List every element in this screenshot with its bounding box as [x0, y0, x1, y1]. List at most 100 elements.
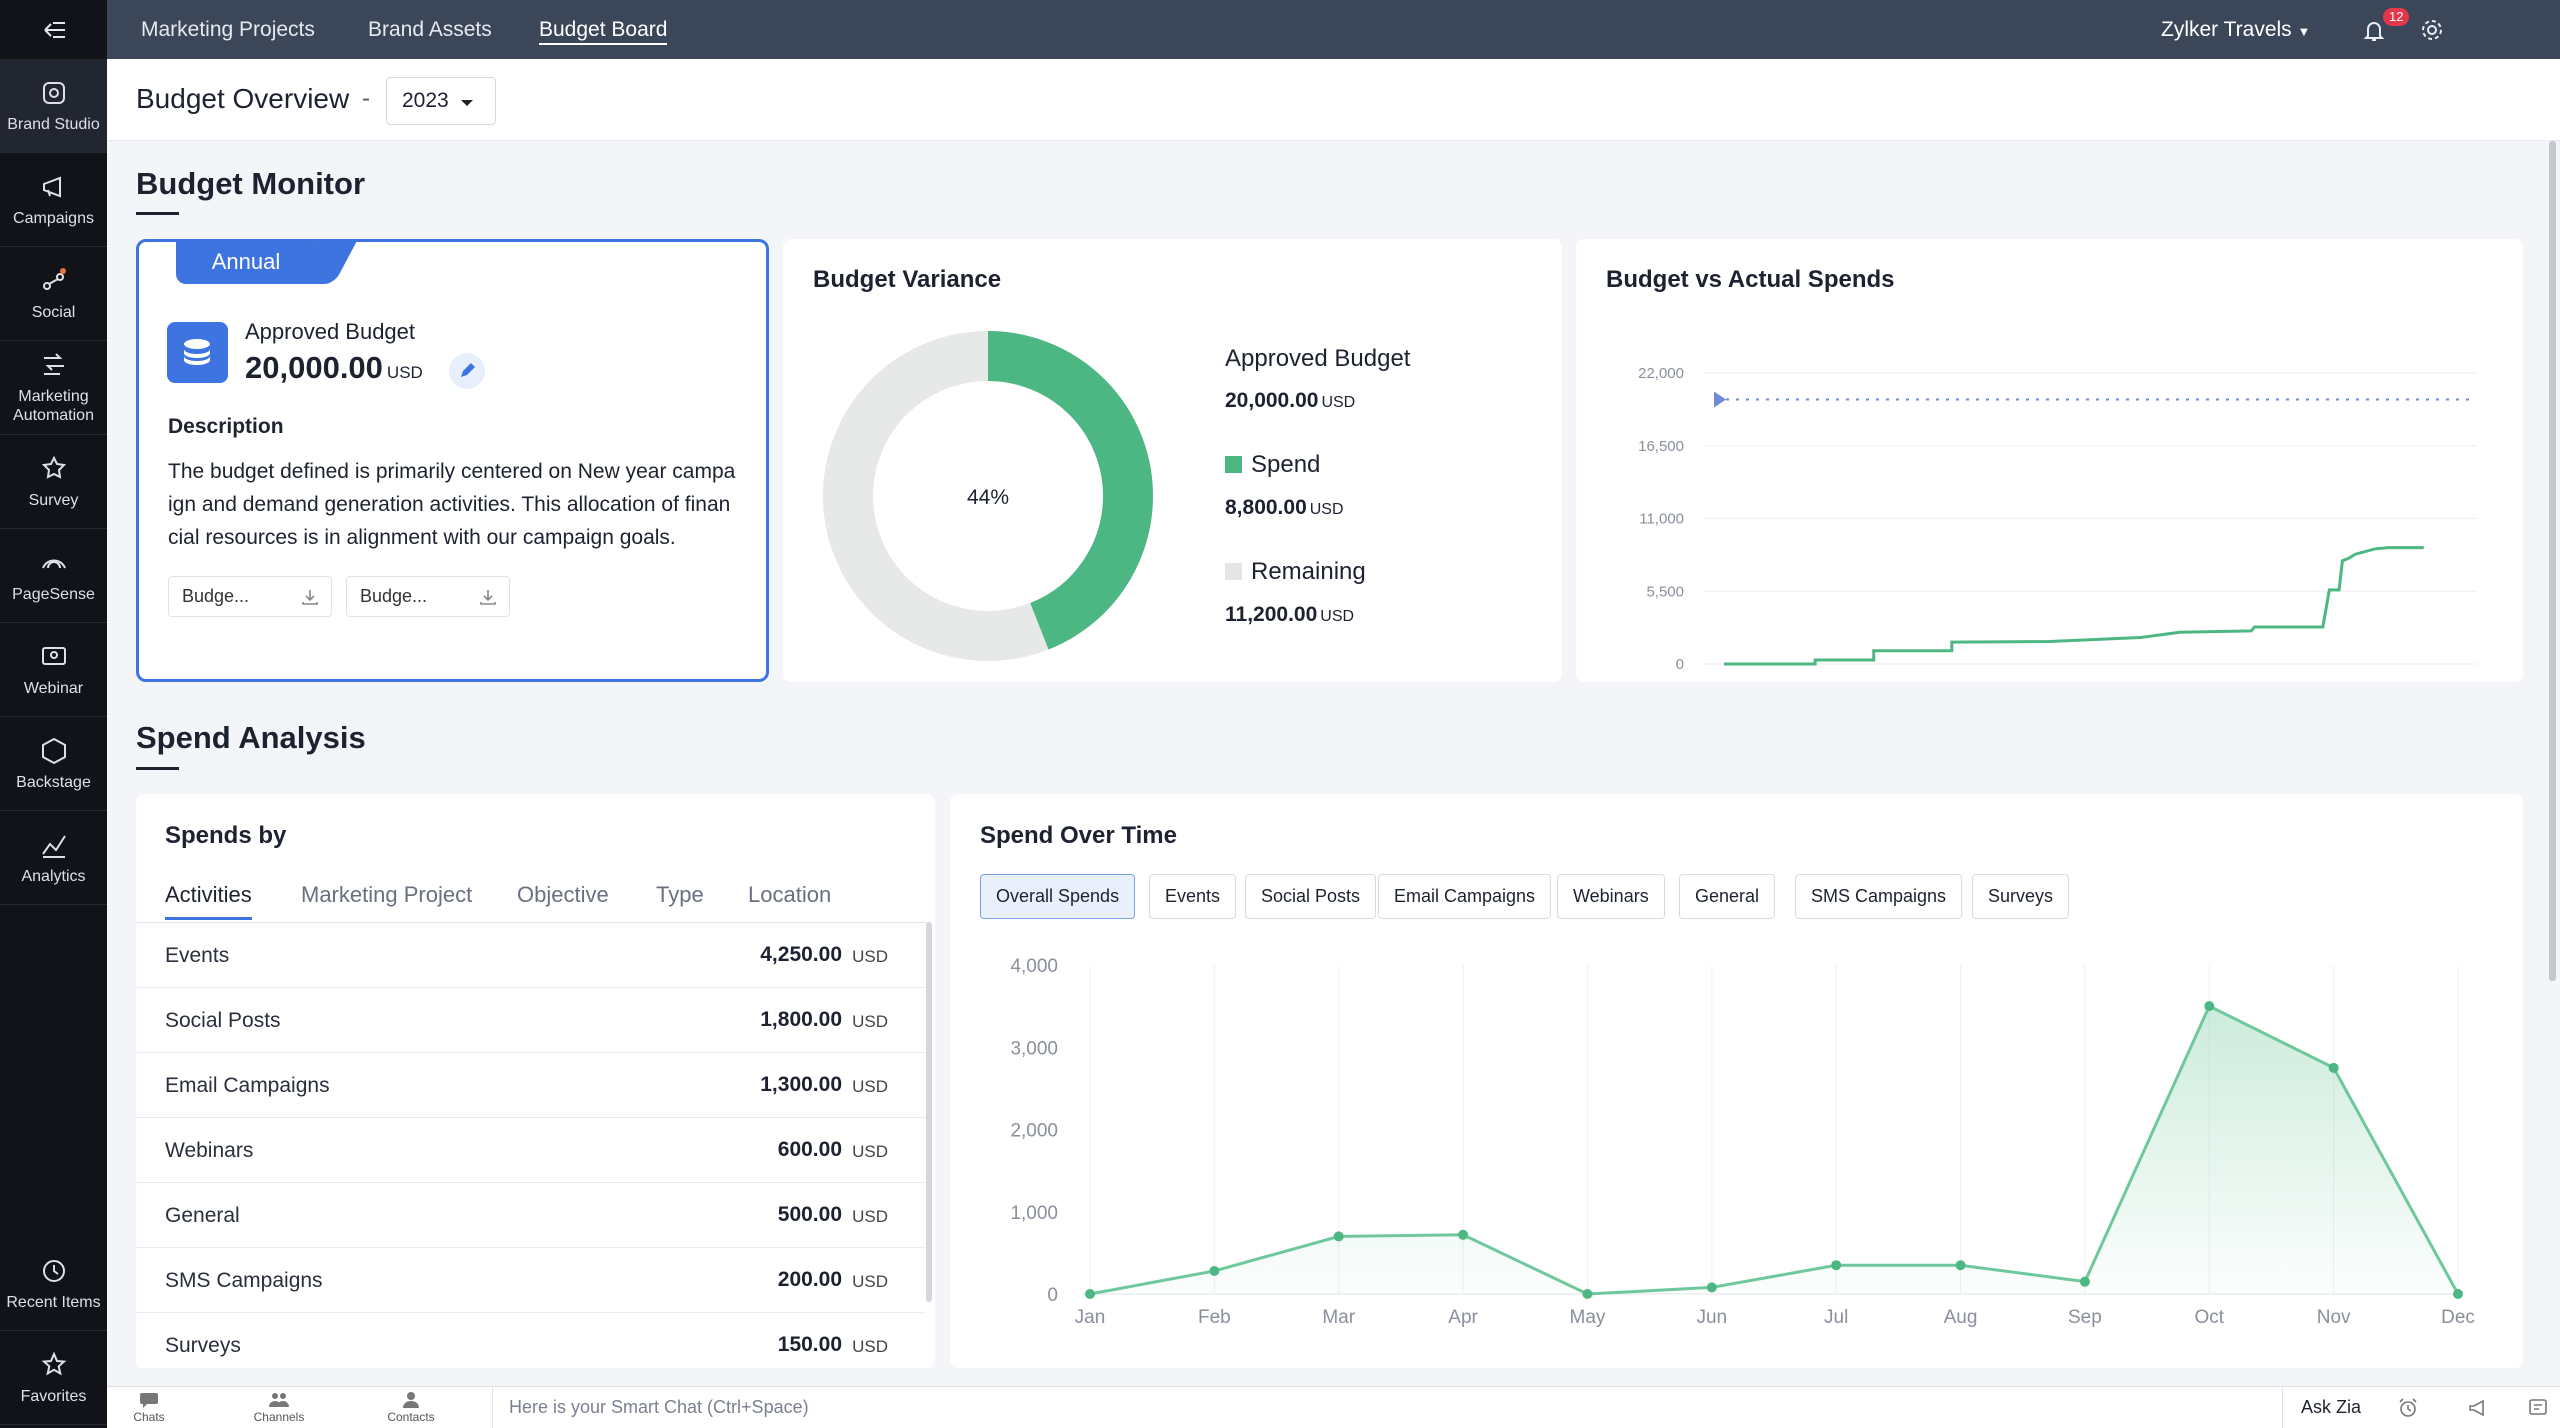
data-point-nov[interactable] — [2328, 1062, 2339, 1073]
approved-budget-label: Approved Budget — [245, 319, 416, 344]
sidebar-item-analytics[interactable]: Analytics — [0, 811, 107, 905]
sidebar-item-label: Recent Items — [6, 1293, 101, 1311]
data-point-oct[interactable] — [2204, 1001, 2215, 1012]
budget-vs-actual-card: Budget vs Actual Spends 22,000 16,500 11,0… — [1576, 239, 2523, 682]
sidebar-item-favorites[interactable]: Favorites — [0, 1331, 107, 1425]
table-row[interactable]: Email Campaigns 1,300.00 USD — [136, 1053, 926, 1118]
tab-location[interactable]: Location — [748, 882, 832, 907]
tab-marketing-project[interactable]: Marketing Project — [301, 882, 473, 907]
y-tick-label: 11,000 — [1639, 511, 1684, 528]
table-row[interactable]: Events 4,250.00 USD — [136, 923, 926, 988]
data-point-jan[interactable] — [1085, 1289, 1095, 1299]
annual-tab[interactable]: Annual — [176, 242, 316, 284]
sidebar-item-pagesense[interactable]: PageSense — [0, 529, 107, 623]
x-tick-label: Jan — [1712, 678, 1736, 679]
feedback-icon[interactable] — [2527, 1397, 2549, 1419]
data-point-sep[interactable] — [2079, 1276, 2090, 1287]
gear-icon[interactable] — [2417, 15, 2447, 45]
channels-button[interactable]: Channels — [239, 1391, 319, 1424]
x-tick-label: Nov — [2362, 678, 2389, 679]
table-row[interactable]: SMS Campaigns 200.00 USD — [136, 1248, 926, 1313]
data-point-mar[interactable] — [1333, 1231, 1344, 1242]
filter-tab-general[interactable]: General — [1679, 874, 1776, 919]
webinar-icon — [41, 646, 66, 665]
data-point-dec[interactable] — [2453, 1289, 2463, 1299]
filter-tab-webinars[interactable]: Webinars — [1557, 874, 1665, 919]
actual-spend-line[interactable] — [1724, 546, 2424, 666]
filter-tab-social-posts[interactable]: Social Posts — [1245, 874, 1377, 919]
bell-icon[interactable] — [2359, 15, 2389, 45]
description-label: Description — [168, 415, 284, 438]
budget-variance-card: Budget Variance 44% Approved Budget 20,0… — [783, 239, 1562, 682]
filter-tab-events[interactable]: Events — [1149, 874, 1237, 919]
ask-zia-button[interactable]: Ask Zia — [2282, 1387, 2362, 1428]
budget-vs-actual-chart: 22,000 16,500 11,000 5,500 0 Jan Feb Mar Apr May J… — [1638, 365, 2476, 679]
sidebar-item-backstage[interactable]: Backstage — [0, 717, 107, 811]
currency-label: USD — [1309, 501, 1344, 518]
collapse-menu-button[interactable] — [0, 0, 107, 59]
filter-tab-email-campaigns[interactable]: Email Campaigns — [1378, 874, 1552, 919]
tab-brand-assets[interactable]: Brand Assets — [368, 18, 492, 41]
approved-budget-value: 20,000.00 USD — [245, 350, 423, 386]
backstage-icon — [41, 737, 66, 764]
data-point-aug[interactable] — [1955, 1260, 1966, 1271]
filter-tab-sms-campaigns[interactable]: SMS Campaigns — [1795, 874, 1963, 919]
sidebar-item-marketing-automation[interactable]: Marketing Automation — [0, 341, 107, 435]
data-point-jun[interactable] — [1706, 1282, 1717, 1293]
table-row[interactable]: Social Posts 1,800.00 USD — [136, 988, 926, 1053]
table-row[interactable]: Surveys 150.00 USD — [136, 1313, 926, 1368]
sidebar-item-label: Marketing Automation — [13, 388, 94, 424]
recent-items-icon — [42, 1259, 65, 1282]
attachment-1[interactable]: Budge... — [168, 576, 332, 617]
edit-budget-button[interactable] — [449, 353, 485, 389]
currency-label: USD — [1320, 608, 1355, 625]
sidebar-item-recent-items[interactable]: Recent Items — [0, 1237, 107, 1331]
legend-spend[interactable]: Spend — [1225, 451, 1320, 479]
x-tick-label: Dec — [2427, 678, 2454, 679]
tab-type[interactable]: Type — [656, 882, 704, 907]
donut-spend-slice[interactable] — [823, 331, 1153, 661]
x-tick-label: Nov — [2317, 1307, 2351, 1328]
data-point-jul[interactable] — [1831, 1260, 1842, 1271]
org-switcher[interactable]: Zylker Travels ▼ — [2161, 0, 2310, 59]
currency-label: USD — [386, 363, 423, 382]
row-amount: 600.00 — [777, 1138, 842, 1161]
sidebar-item-social[interactable]: Social — [0, 247, 107, 341]
x-tick-label: Jun — [2037, 678, 2061, 679]
legend-remaining[interactable]: Remaining — [1225, 558, 1366, 586]
tab-objective[interactable]: Objective — [517, 882, 609, 907]
data-point-may[interactable] — [1582, 1289, 1593, 1299]
row-currency: USD — [852, 1337, 888, 1356]
y-tick-label: 0 — [1047, 1285, 1058, 1306]
data-point-feb[interactable] — [1209, 1265, 1220, 1276]
sidebar-item-brand-studio[interactable]: Brand Studio — [0, 59, 107, 153]
chats-button[interactable]: Chats — [109, 1391, 189, 1424]
table-row[interactable]: General 500.00 USD — [136, 1183, 926, 1248]
megaphone-icon[interactable] — [2467, 1397, 2489, 1419]
legend-spend-swatch — [1225, 456, 1242, 473]
table-row[interactable]: Webinars 600.00 USD — [136, 1118, 926, 1183]
annual-budget-card: Annual Approved Budget 20,000.00 USD Desc… — [136, 239, 769, 682]
smart-chat-input[interactable]: Here is your Smart Chat (Ctrl+Space) — [492, 1387, 2282, 1428]
data-point-apr[interactable] — [1458, 1229, 1469, 1240]
sidebar-item-survey[interactable]: Survey — [0, 435, 107, 529]
tab-activities[interactable]: Activities — [165, 882, 252, 920]
spend-area-fill — [1090, 1006, 2458, 1294]
alarm-clock-icon[interactable] — [2397, 1397, 2419, 1419]
attachment-2[interactable]: Budge... — [346, 576, 510, 617]
tab-marketing-projects[interactable]: Marketing Projects — [141, 18, 315, 41]
page-scrollbar[interactable] — [2549, 141, 2556, 981]
filter-tab-surveys[interactable]: Surveys — [1972, 874, 2070, 919]
year-select[interactable]: 2023 — [386, 77, 496, 125]
sidebar-item-campaigns[interactable]: Campaigns — [0, 153, 107, 247]
spends-by-title: Spends by — [165, 822, 287, 849]
x-tick-label: Mar — [1322, 1307, 1355, 1328]
list-scrollbar[interactable] — [926, 922, 932, 1302]
x-tick-label: Oct — [2298, 678, 2322, 679]
spend-line[interactable] — [1089, 1004, 2460, 1296]
filter-tab-overall-spends[interactable]: Overall Spends — [980, 874, 1136, 919]
budget-variance-donut: 44% — [823, 331, 1153, 661]
tab-budget-board[interactable]: Budget Board — [539, 0, 668, 59]
contacts-button[interactable]: Contacts — [371, 1391, 451, 1424]
sidebar-item-webinar[interactable]: Webinar — [0, 623, 107, 717]
